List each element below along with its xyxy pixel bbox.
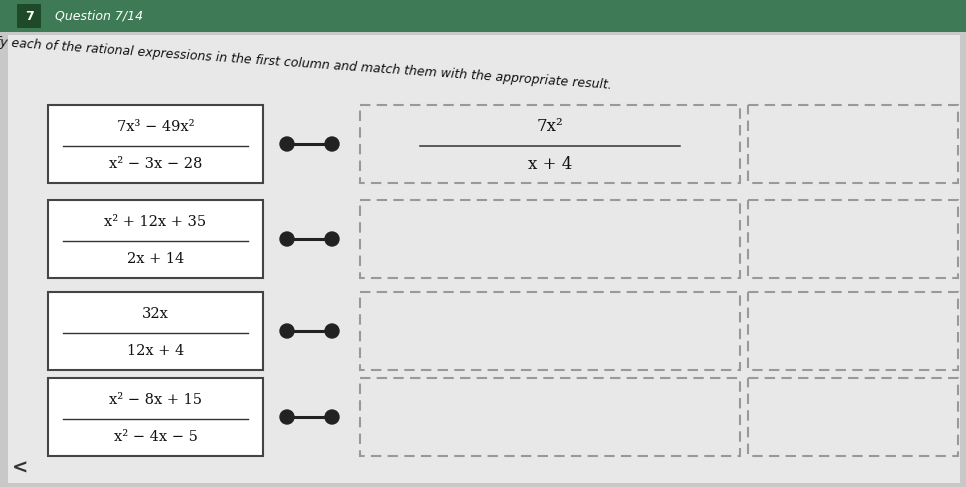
FancyBboxPatch shape — [360, 378, 740, 456]
Circle shape — [325, 410, 339, 424]
FancyBboxPatch shape — [48, 292, 263, 370]
Text: x + 4: x + 4 — [527, 156, 572, 173]
FancyBboxPatch shape — [0, 0, 966, 32]
Circle shape — [325, 232, 339, 246]
Text: x² + 12x + 35: x² + 12x + 35 — [104, 215, 207, 229]
FancyBboxPatch shape — [48, 378, 263, 456]
Text: <: < — [12, 458, 28, 477]
Text: 12x + 4: 12x + 4 — [127, 344, 185, 358]
Circle shape — [325, 324, 339, 338]
FancyBboxPatch shape — [17, 4, 41, 28]
FancyBboxPatch shape — [48, 105, 263, 183]
Text: x² − 8x + 15: x² − 8x + 15 — [109, 393, 202, 407]
Text: x² − 3x − 28: x² − 3x − 28 — [109, 157, 202, 171]
Circle shape — [280, 324, 294, 338]
FancyBboxPatch shape — [48, 200, 263, 278]
Text: 32x: 32x — [142, 307, 169, 321]
FancyBboxPatch shape — [360, 292, 740, 370]
FancyBboxPatch shape — [8, 35, 960, 483]
Circle shape — [280, 410, 294, 424]
Circle shape — [325, 137, 339, 151]
FancyBboxPatch shape — [748, 200, 958, 278]
FancyBboxPatch shape — [748, 105, 958, 183]
Circle shape — [280, 137, 294, 151]
Text: Simplify each of the rational expressions in the first column and match them wit: Simplify each of the rational expression… — [0, 33, 612, 92]
FancyBboxPatch shape — [360, 200, 740, 278]
Text: 7x²: 7x² — [537, 118, 563, 135]
Text: x² − 4x − 5: x² − 4x − 5 — [114, 431, 197, 444]
Text: Question 7/14: Question 7/14 — [55, 10, 143, 22]
Text: 2x + 14: 2x + 14 — [127, 252, 185, 266]
Circle shape — [280, 232, 294, 246]
FancyBboxPatch shape — [748, 292, 958, 370]
Text: 7: 7 — [24, 10, 34, 22]
Text: 7x³ − 49x²: 7x³ − 49x² — [117, 120, 194, 134]
FancyBboxPatch shape — [360, 105, 740, 183]
FancyBboxPatch shape — [748, 378, 958, 456]
